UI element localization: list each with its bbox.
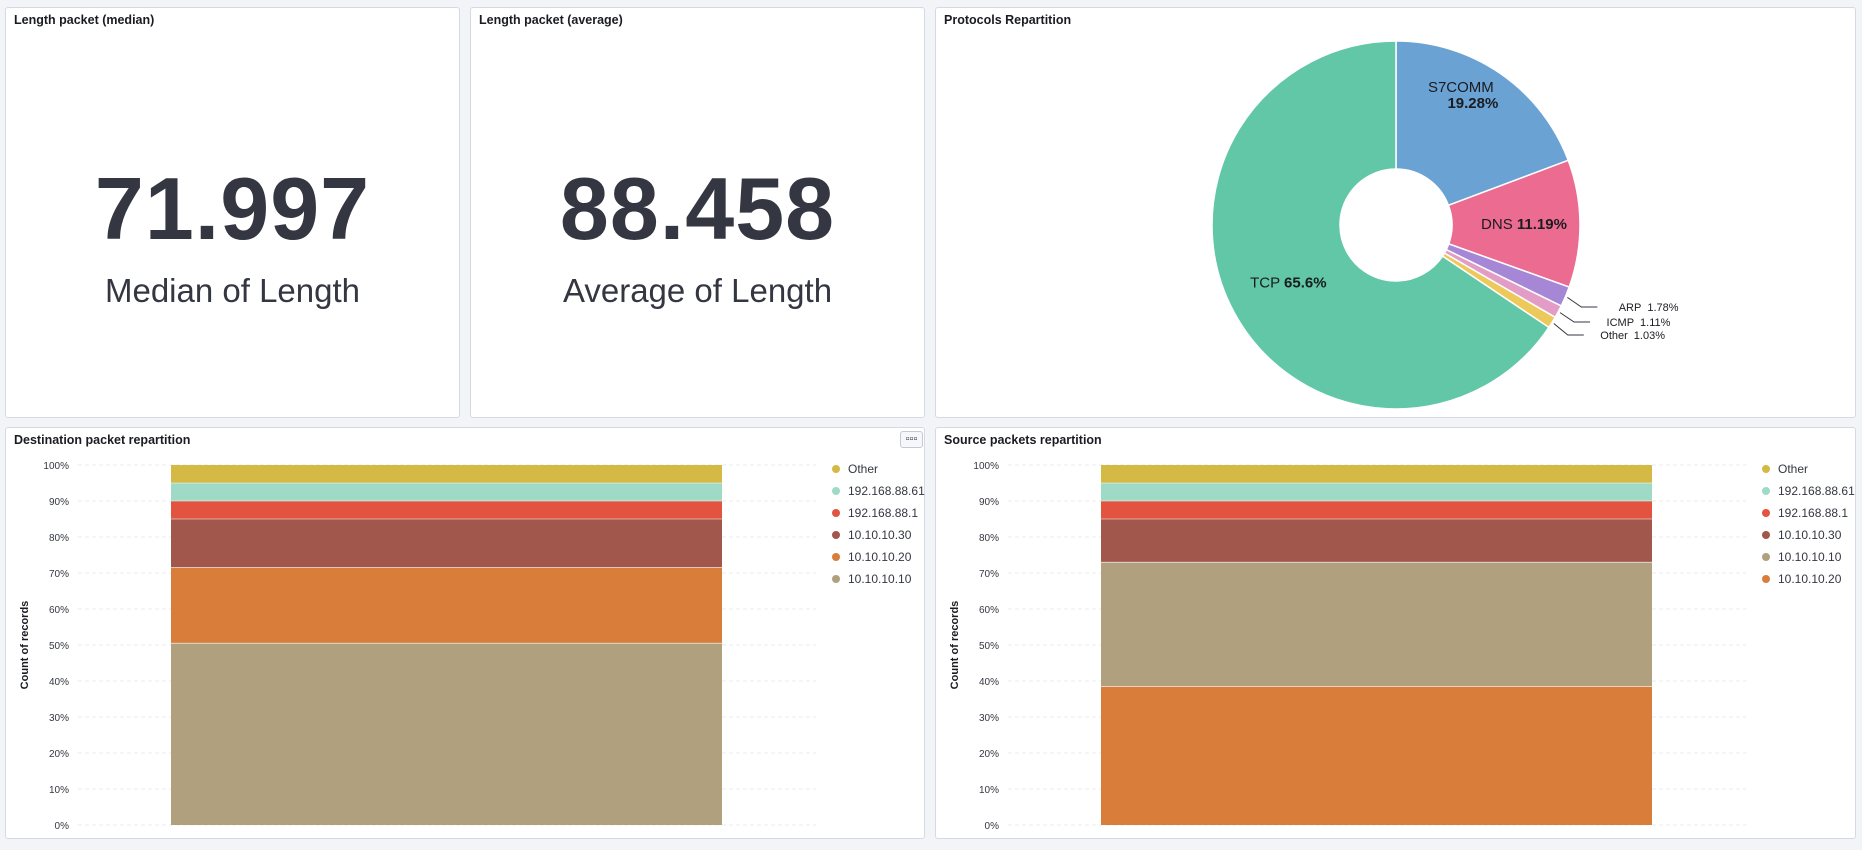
- legend-item[interactable]: 10.10.10.20: [1778, 572, 1842, 586]
- metric-value: 88.458: [559, 159, 836, 258]
- metric-label: Median of Length: [104, 272, 361, 309]
- legend-swatch: [1762, 575, 1770, 583]
- metric-label: Average of Length: [562, 272, 833, 309]
- pie-leader-line: [1567, 296, 1598, 308]
- legend-swatch: [1762, 487, 1770, 495]
- y-tick-label: 100%: [973, 461, 999, 472]
- legend-swatch: [1762, 531, 1770, 539]
- y-tick-label: 90%: [979, 497, 999, 508]
- y-tick-label: 90%: [49, 497, 69, 508]
- y-tick-label: 60%: [979, 605, 999, 616]
- panel-options-button[interactable]: ▫▫▫: [900, 431, 923, 448]
- panel-title: Destination packet repartition: [14, 433, 191, 447]
- legend-item[interactable]: 192.168.88.1: [848, 506, 918, 520]
- pie-label: TCP 65.6%: [1250, 274, 1326, 291]
- y-tick-label: 60%: [49, 605, 69, 616]
- pie-label-value: 1.78%: [1647, 302, 1678, 314]
- bar-segment-other[interactable]: [171, 465, 722, 483]
- bar-segment-10-10-10-20[interactable]: [1101, 686, 1652, 825]
- legend-swatch: [832, 487, 840, 495]
- legend-item[interactable]: 10.10.10.30: [1778, 528, 1842, 542]
- legend-item[interactable]: 10.10.10.30: [848, 528, 912, 542]
- legend-swatch: [1762, 465, 1770, 473]
- bar-segment-10-10-10-10[interactable]: [1101, 562, 1652, 687]
- pie-leader-line: [1553, 323, 1584, 336]
- pie-label-value: 1.03%: [1634, 330, 1665, 342]
- bar-segment-other[interactable]: [1101, 465, 1652, 483]
- y-tick-label: 40%: [49, 677, 69, 688]
- destination-bar-chart: 0% 10% 20% 30% 40% 50% 60% 70% 80% 90% 100% Count o…: [19, 461, 925, 832]
- legend-item[interactable]: Other: [848, 462, 878, 476]
- y-tick-label: 100%: [43, 461, 69, 472]
- bar-segment-192-168-88-61[interactable]: [1101, 483, 1652, 501]
- y-tick-label: 20%: [49, 749, 69, 760]
- legend-item[interactable]: 10.10.10.20: [848, 550, 912, 564]
- legend-swatch: [832, 553, 840, 561]
- legend-item[interactable]: 10.10.10.10: [1778, 550, 1842, 564]
- y-tick-label: 40%: [979, 677, 999, 688]
- y-axis-label: Count of records: [19, 601, 31, 690]
- panel-title: Protocols Repartition: [944, 13, 1072, 27]
- pie-slice-tcp[interactable]: [1211, 40, 1550, 410]
- pie-leader-line: [1559, 312, 1591, 323]
- pie-label-value: 1.11%: [1640, 317, 1671, 329]
- bar-segment-10-10-10-30[interactable]: [171, 519, 722, 568]
- panel-title: Length packet (average): [479, 13, 623, 27]
- legend-swatch: [1762, 509, 1770, 517]
- y-tick-label: 20%: [979, 749, 999, 760]
- y-tick-label: 30%: [49, 713, 69, 724]
- pie-label-value: 19.28%: [1447, 95, 1498, 112]
- pie-label: DNS 11.19%: [1481, 216, 1567, 233]
- y-tick-label: 80%: [49, 533, 69, 544]
- pie-label-name: Other: [1600, 330, 1628, 342]
- y-tick-label: 30%: [979, 713, 999, 724]
- pie-slice-s7comm[interactable]: [1395, 40, 1570, 207]
- y-tick-label: 0%: [55, 821, 70, 832]
- y-tick-label: 80%: [979, 533, 999, 544]
- bar-segment-10-10-10-10[interactable]: [171, 643, 722, 825]
- y-tick-label: 50%: [979, 641, 999, 652]
- protocols-panel: Protocols Repartition S7COMM 19.28% DNS 11…: [935, 7, 1856, 418]
- bar-segment-192-168-88-1[interactable]: [1101, 501, 1652, 519]
- legend-item[interactable]: 192.168.88.1: [1778, 506, 1848, 520]
- y-tick-label: 10%: [979, 785, 999, 796]
- pie-label-name: S7COMM: [1428, 79, 1494, 96]
- legend-item[interactable]: 192.168.88.61: [848, 484, 925, 498]
- panel-title: Source packets repartition: [944, 433, 1102, 447]
- y-tick-label: 70%: [979, 569, 999, 580]
- ellipsis-icon: ▫▫▫: [905, 433, 918, 445]
- destination-panel: Destination packet repartition ▫▫▫ 0% 10%…: [5, 427, 925, 839]
- source-panel: Source packets repartition 0% 10% 20% 30% 40…: [935, 427, 1856, 839]
- legend-item[interactable]: 192.168.88.61: [1778, 484, 1855, 498]
- legend-swatch: [1762, 553, 1770, 561]
- bar-segment-192-168-88-1[interactable]: [171, 501, 722, 519]
- pie-label-name: ICMP: [1607, 317, 1635, 329]
- legend-swatch: [832, 531, 840, 539]
- legend-item[interactable]: Other: [1778, 462, 1808, 476]
- bar-segment-192-168-88-61[interactable]: [171, 483, 722, 501]
- average-length-panel: Length packet (average) 88.458 Average o…: [470, 7, 925, 418]
- y-tick-label: 0%: [985, 821, 1000, 832]
- legend-swatch: [832, 465, 840, 473]
- bar-segment-10-10-10-30[interactable]: [1101, 519, 1652, 563]
- y-tick-label: 50%: [49, 641, 69, 652]
- legend-item[interactable]: 10.10.10.10: [848, 572, 912, 586]
- legend-swatch: [832, 575, 840, 583]
- source-bar-chart: 0% 10% 20% 30% 40% 50% 60% 70% 80% 90% 100% Count o…: [949, 461, 1855, 832]
- metric-value: 71.997: [94, 159, 371, 258]
- pie-label-name: ARP: [1619, 302, 1642, 314]
- y-tick-label: 70%: [49, 569, 69, 580]
- y-tick-label: 10%: [49, 785, 69, 796]
- legend-swatch: [832, 509, 840, 517]
- median-length-panel: Length packet (median) 71.997 Median of …: [5, 7, 460, 418]
- y-axis-label: Count of records: [949, 601, 961, 690]
- bar-segment-10-10-10-20[interactable]: [171, 567, 722, 644]
- panel-title: Length packet (median): [14, 13, 155, 27]
